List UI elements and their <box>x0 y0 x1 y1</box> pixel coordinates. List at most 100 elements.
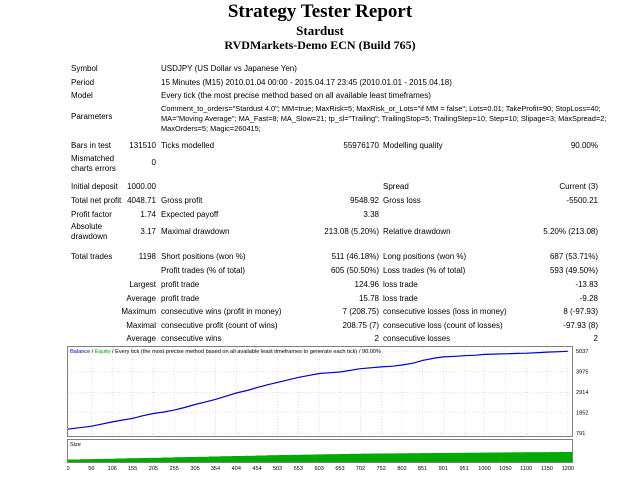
quality-value: 90.00% <box>570 141 598 150</box>
bars-value: 131510 <box>129 141 156 150</box>
size-bar-16 <box>255 455 268 462</box>
size-bar-41 <box>548 452 561 462</box>
legend-equity: Equity <box>95 349 111 355</box>
size-bar-24 <box>349 453 362 462</box>
ticks-label: Ticks modelled <box>161 141 215 150</box>
maximal-consecutive-profit-label: consecutive profit (count of wins) <box>161 321 278 330</box>
x-tick-4: 205 <box>149 466 158 472</box>
size-bar-20 <box>302 454 315 462</box>
x-tick-19: 951 <box>459 466 468 472</box>
size-bar-25 <box>361 453 373 462</box>
x-tick-14: 702 <box>356 466 365 472</box>
max-consecutive-wins-label: consecutive wins (profit in money) <box>161 307 282 316</box>
size-bar-26 <box>372 453 385 462</box>
average-consecutive-label: Average <box>126 334 156 343</box>
average-profit-trade-label: profit trade <box>161 294 200 303</box>
spread-value: Current (3) <box>559 182 598 191</box>
largest-label: Largest <box>129 280 156 289</box>
x-tick-1: 56 <box>88 466 94 472</box>
maximal-drawdown-label: Maximal drawdown <box>161 227 230 236</box>
x-tick-8: 404 <box>232 466 241 472</box>
size-bar-19 <box>290 454 303 462</box>
maximal-consecutive-loss-value: -97.93 (8) <box>563 321 598 330</box>
deposit-label: Initial deposit <box>71 182 118 191</box>
size-bar-18 <box>278 455 291 462</box>
server-build: RVDMarkets-Demo ECN (Build 765) <box>224 38 416 52</box>
spread-label: Spread <box>383 182 409 191</box>
relative-drawdown-label: Relative drawdown <box>383 227 451 236</box>
size-bar-40 <box>536 452 549 462</box>
ticks-value: 55976170 <box>343 141 379 150</box>
profit-factor-label: Profit factor <box>71 210 112 219</box>
absolute-drawdown-label: Absolute drawdown <box>71 222 108 241</box>
x-tick-21: 1050 <box>499 466 511 472</box>
gross-profit-label: Gross profit <box>161 196 203 205</box>
average-label: Average <box>126 294 156 303</box>
size-bar-3 <box>103 458 116 462</box>
legend-separator: / <box>90 349 95 355</box>
size-bar-11 <box>196 456 209 462</box>
x-tick-10: 503 <box>273 466 282 472</box>
balance-line <box>67 350 568 430</box>
size-bar-35 <box>478 452 491 462</box>
largest-profit-trade-label: profit trade <box>161 280 200 289</box>
y-tick-labels: 791 1852 2914 3975 5037 <box>576 349 588 437</box>
y-tick-1: 1852 <box>576 411 588 417</box>
model-label: Model <box>71 91 93 100</box>
size-bar-0 <box>68 459 80 462</box>
average-loss-trade-value: -9.28 <box>579 294 598 303</box>
x-tick-16: 802 <box>397 466 406 472</box>
chart-legend: Balance / Equity / Every tick (the most … <box>70 349 381 355</box>
y-tick-3: 3975 <box>576 370 588 376</box>
max-consecutive-losses-value: 8 (-97.93) <box>563 307 598 316</box>
loss-trades-value: 593 (49.50%) <box>549 266 598 275</box>
size-bar-5 <box>126 458 139 462</box>
x-tick-17: 851 <box>418 466 427 472</box>
parameters-value: Comment_to_orders="Stardust 4.0"; MM=tru… <box>161 104 607 133</box>
x-tick-3: 155 <box>128 466 137 472</box>
gross-loss-value: -5500.21 <box>566 196 598 205</box>
average-loss-trade-label: loss trade <box>383 294 418 303</box>
size-bar-42 <box>560 452 573 462</box>
size-bar-39 <box>525 452 538 462</box>
size-bar-34 <box>466 452 479 462</box>
balance-chart: Balance / Equity / Every tick (the most … <box>67 346 588 472</box>
y-tick-4: 5037 <box>576 349 588 355</box>
x-tick-5: 255 <box>170 466 179 472</box>
size-bar-38 <box>513 452 526 462</box>
size-bar-31 <box>431 453 444 462</box>
size-bar-7 <box>150 457 162 462</box>
x-tick-0: 0 <box>67 466 70 472</box>
x-tick-labels: 0 56 106 155 205 255 305 354 404 454 503 553 603 653 7… <box>67 466 574 472</box>
x-tick-18: 901 <box>439 466 448 472</box>
size-bar-28 <box>396 453 409 462</box>
parameters-label: Parameters <box>71 112 113 121</box>
size-bar-13 <box>220 456 233 462</box>
deposit-value: 1000.00 <box>127 182 156 191</box>
gross-profit-value: 9548.92 <box>350 196 379 205</box>
size-bar-30 <box>419 453 432 462</box>
x-tick-22: 1100 <box>520 466 532 472</box>
maximal-drawdown-value: 213.08 (5.20%) <box>324 227 379 236</box>
net-profit-value: 4048.71 <box>127 196 156 205</box>
size-bar-8 <box>161 457 174 462</box>
loss-trades-label: Loss trades (% of total) <box>383 266 466 275</box>
profit-trades-value: 605 (50.50%) <box>330 266 379 275</box>
ea-name: Stardust <box>296 23 344 38</box>
size-bar-15 <box>243 455 256 462</box>
average-profit-trade-value: 15.78 <box>358 294 379 303</box>
x-tick-13: 653 <box>335 466 344 472</box>
mismatch-label: Mismatched charts errors <box>71 154 116 173</box>
total-trades-label: Total trades <box>71 252 113 261</box>
maximum-label: Maximum <box>121 307 156 316</box>
report-title: Strategy Tester Report <box>227 1 413 22</box>
average-consecutive-losses-label: consecutive losses <box>383 334 451 343</box>
x-tick-9: 454 <box>252 466 261 472</box>
x-tick-7: 354 <box>211 466 220 472</box>
total-trades-value: 1198 <box>138 252 156 261</box>
maximal-consecutive-profit-value: 208.75 (7) <box>342 321 379 330</box>
x-tick-20: 1000 <box>478 466 490 472</box>
y-tick-0: 791 <box>576 431 585 437</box>
average-consecutive-losses-value: 2 <box>593 334 598 343</box>
symbol-value: USDJPY (US Dollar vs Japanese Yen) <box>161 64 297 73</box>
